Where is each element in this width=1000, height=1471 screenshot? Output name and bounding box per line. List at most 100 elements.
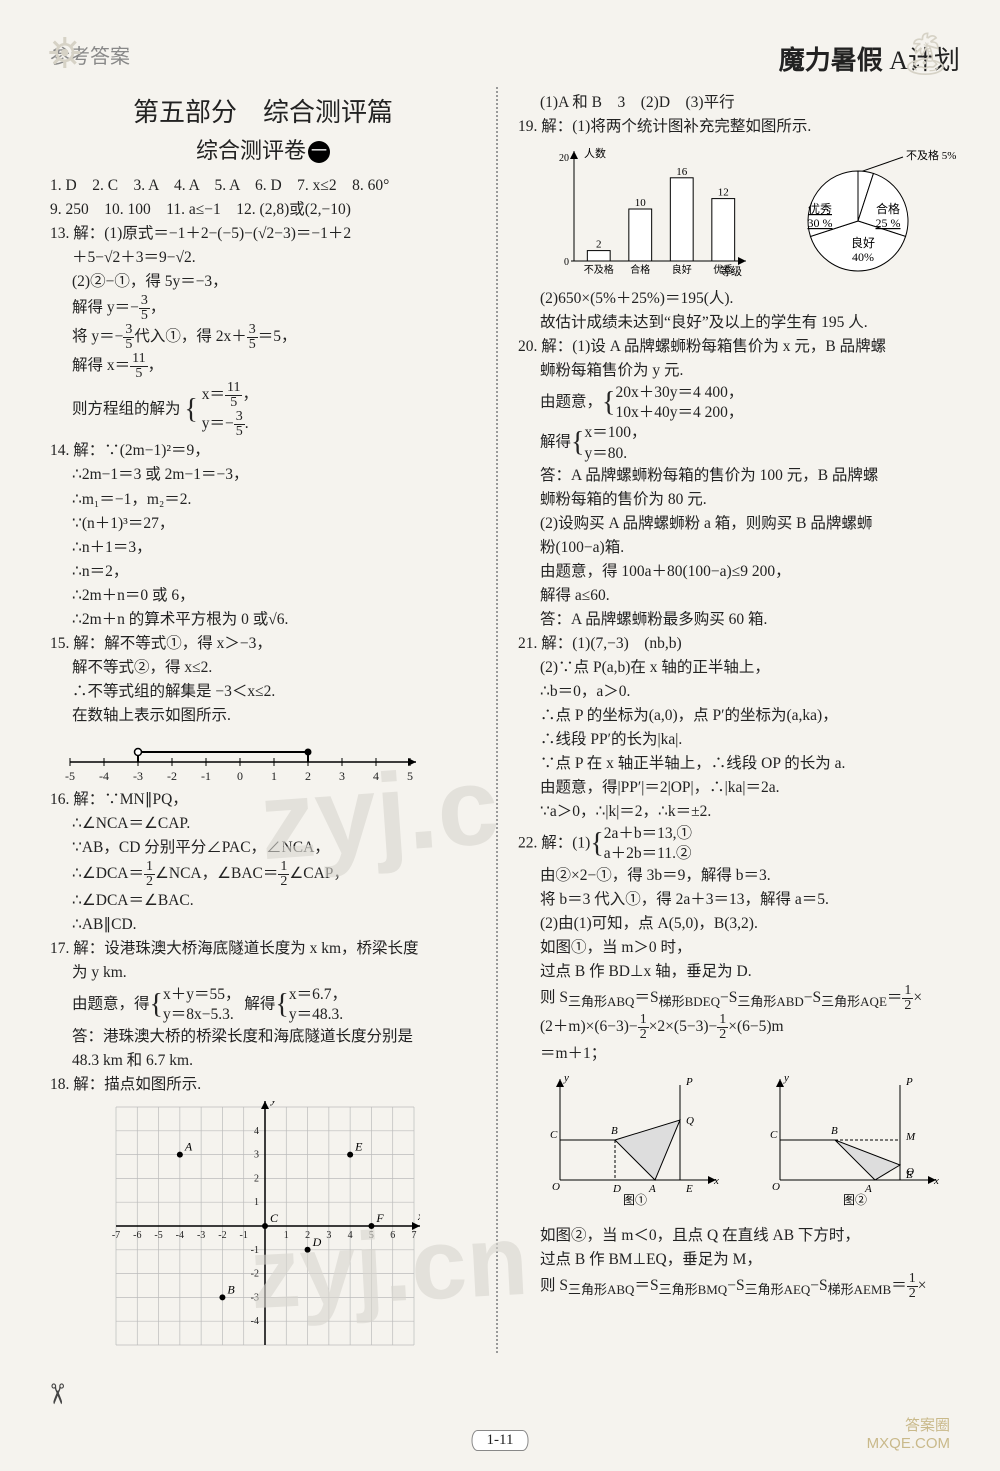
svg-text:-1: -1 bbox=[201, 769, 211, 783]
svg-text:合格: 合格 bbox=[876, 201, 900, 216]
q20-c: 解得{ x＝100， y＝80. bbox=[518, 423, 960, 463]
svg-text:-2: -2 bbox=[167, 769, 177, 783]
svg-text:C: C bbox=[550, 1129, 558, 1141]
svg-text:E: E bbox=[685, 1183, 693, 1195]
frac-t: 11 bbox=[130, 352, 147, 367]
q17-d: 48.3 km 和 6.7 km. bbox=[50, 1049, 476, 1073]
q16-head: 16. 解：∵MN∥PQ， bbox=[50, 788, 476, 812]
page-number: 1-11 bbox=[472, 1430, 529, 1451]
svg-text:优秀: 优秀 bbox=[713, 263, 733, 276]
q20-d: 答：A 品牌螺蛳粉每箱的售价为 100 元，B 品牌螺 bbox=[518, 464, 960, 488]
svg-text:优秀: 优秀 bbox=[808, 202, 832, 216]
sub: 三角形BMQ bbox=[659, 1282, 728, 1297]
svg-text:A: A bbox=[648, 1183, 656, 1195]
q22-eq1: 2a＋b＝13,① bbox=[604, 824, 692, 844]
q20-eq2: 10x＋40y＝4 200， bbox=[615, 403, 743, 423]
q19-head: 19. 解：(1)将两个统计图补充完整如图所示. bbox=[518, 115, 960, 139]
svg-text:-5: -5 bbox=[65, 769, 75, 783]
svg-text:O: O bbox=[552, 1181, 560, 1193]
svg-text:12: 12 bbox=[718, 187, 729, 199]
q20-c-pre: 解得 bbox=[540, 434, 571, 451]
q20-e: 蛳粉每箱的售价为 80 元. bbox=[518, 488, 960, 512]
q13-d-pre: 将 y＝− bbox=[72, 329, 123, 346]
q22-k: 则 S三角形ABQ＝S三角形BMQ−S三角形AEQ−S梯形AEMB＝12× bbox=[518, 1272, 960, 1301]
svg-text:x: x bbox=[713, 1175, 719, 1187]
header: 参考答案 魔力暑假 A计划 bbox=[50, 40, 960, 77]
q17-eq1: x＋y＝55， bbox=[163, 985, 241, 1005]
q14-d: ∴n＋1＝3， bbox=[50, 536, 476, 560]
frac-b: 5 bbox=[247, 338, 258, 352]
svg-text:M: M bbox=[905, 1131, 916, 1143]
q17-b-mid: 解得 bbox=[244, 995, 275, 1012]
frac-t: 1 bbox=[144, 860, 155, 875]
svg-text:4: 4 bbox=[254, 1126, 259, 1137]
sub: 三角形AEQ bbox=[745, 1282, 811, 1297]
q22-c: (2)由(1)可知，点 A(5,0)，B(3,2). bbox=[518, 912, 960, 936]
svg-text:0: 0 bbox=[564, 257, 569, 268]
svg-text:不及格 5%: 不及格 5% bbox=[906, 148, 956, 162]
t: × bbox=[918, 1277, 927, 1294]
frac-t: 3 bbox=[123, 323, 134, 338]
svg-text:-2: -2 bbox=[251, 1269, 259, 1280]
q20-f: (2)设购买 A 品牌螺蛳粉 a 箱，则购买 B 品牌螺蛳 bbox=[518, 512, 960, 536]
frac-b: 2 bbox=[638, 1028, 649, 1042]
svg-text:2: 2 bbox=[254, 1173, 259, 1184]
frac-b: 5 bbox=[130, 367, 147, 381]
q22-i: 如图②，当 m＜0，且点 Q 在直线 AB 下方时， bbox=[518, 1224, 960, 1248]
q22-d: 如图①，当 m＞0 时， bbox=[518, 936, 960, 960]
q21-g: ∵a＞0，∴|k|＝2，∴k＝±2. bbox=[518, 800, 960, 824]
svg-text:D: D bbox=[612, 1183, 621, 1195]
q22-e: 过点 B 作 BD⊥x 轴，垂足为 D. bbox=[518, 960, 960, 984]
svg-text:1: 1 bbox=[271, 769, 277, 783]
svg-text:x: x bbox=[417, 1209, 420, 1223]
svg-text:A: A bbox=[864, 1183, 872, 1195]
svg-text:3: 3 bbox=[339, 769, 345, 783]
q13-d-mid: 代入①，得 2x＋ bbox=[134, 329, 246, 346]
q17-a: 为 y km. bbox=[50, 961, 476, 985]
q14-c: ∵(n＋1)³＝27， bbox=[50, 512, 476, 536]
q14-head: 14. 解：∵(2m−1)²＝9， bbox=[50, 439, 476, 463]
footer-brand: 答案圈 MXQE.COM bbox=[867, 1417, 950, 1453]
svg-text:-7: -7 bbox=[112, 1230, 120, 1241]
q22-head-pre: 22. 解：(1) bbox=[518, 835, 590, 852]
svg-text:10: 10 bbox=[635, 197, 647, 209]
t: ＝ bbox=[887, 989, 903, 1006]
q19-b: 故估计成绩未达到“良好”及以上的学生有 195 人. bbox=[518, 311, 960, 335]
q22-g: (2＋m)×(6−3)−12×2×(5−3)−12×(6−5)m bbox=[518, 1013, 960, 1042]
svg-text:不及格: 不及格 bbox=[584, 263, 614, 276]
q15-a: 解不等式②，得 x≤2. bbox=[50, 656, 476, 680]
svg-text:5: 5 bbox=[369, 1230, 374, 1241]
q16-c-pre: ∴∠DCA＝ bbox=[72, 865, 144, 882]
frac-b: 2 bbox=[278, 875, 289, 889]
frac-b: 5 bbox=[234, 425, 245, 439]
q22-k-pre: 则 S bbox=[540, 1277, 568, 1294]
sub: 梯形BDEQ bbox=[659, 994, 720, 1009]
svg-text:O: O bbox=[772, 1181, 780, 1193]
q22-h: ＝m＋1； bbox=[518, 1042, 960, 1066]
svg-text:2: 2 bbox=[596, 239, 602, 251]
q21-e: ∵点 P 在 x 轴正半轴上，∴线段 OP 的长为 a. bbox=[518, 752, 960, 776]
svg-text:7: 7 bbox=[412, 1230, 417, 1241]
q16-c-suf: ∠CAP， bbox=[289, 865, 349, 882]
q16-e: ∴AB∥CD. bbox=[50, 913, 476, 937]
q21-f: 由题意，得|PP′|＝2|OP|，∴|ka|＝2a. bbox=[518, 776, 960, 800]
sub-title-prefix: 综合测评卷 bbox=[196, 138, 306, 163]
q16-b: ∵AB，CD 分别平分∠PAC，∠NCA， bbox=[50, 836, 476, 860]
svg-text:30 %: 30 % bbox=[808, 216, 833, 230]
frac-b: 5 bbox=[139, 309, 150, 323]
svg-text:y: y bbox=[783, 1072, 789, 1084]
frac-t: 11 bbox=[225, 381, 242, 396]
svg-text:0: 0 bbox=[237, 769, 243, 783]
q14-g: ∴2m＋n 的算术平方根为 0 或√6. bbox=[50, 608, 476, 632]
svg-text:1: 1 bbox=[254, 1197, 259, 1208]
svg-text:-4: -4 bbox=[99, 769, 109, 783]
brand-main: 魔力暑假 bbox=[779, 46, 883, 75]
svg-text:F: F bbox=[375, 1211, 384, 1225]
q20-j: 答：A 品牌螺蛳粉最多购买 60 箱. bbox=[518, 608, 960, 632]
frac-b: 2 bbox=[717, 1028, 728, 1042]
q22-a: 由②×2−①，得 3b＝9，解得 b＝3. bbox=[518, 864, 960, 888]
svg-text:E: E bbox=[354, 1140, 363, 1154]
footer-brand-bottom: MXQE.COM bbox=[867, 1435, 950, 1453]
scissors-icon: ✂ bbox=[40, 1382, 74, 1405]
q13-f-y: y＝− bbox=[202, 416, 234, 433]
